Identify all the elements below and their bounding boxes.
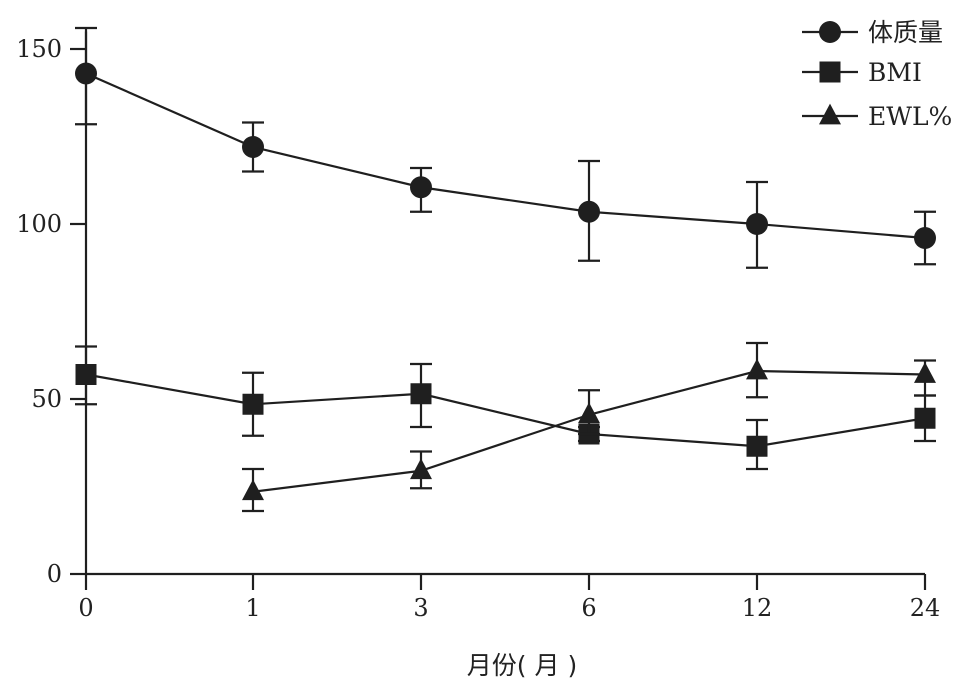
series-line — [85, 373, 926, 448]
data-point — [75, 364, 97, 385]
y-tick-label: 50 — [31, 385, 62, 413]
series-line — [85, 72, 926, 240]
data-point — [578, 402, 600, 424]
legend-marker — [819, 61, 841, 83]
data-point — [914, 227, 936, 249]
series-triangle — [242, 341, 936, 513]
data-point — [410, 383, 432, 405]
data-point — [242, 136, 264, 158]
y-tick-label: 0 — [47, 560, 62, 588]
series-circle — [75, 26, 936, 269]
x-tick-label: 3 — [413, 594, 428, 622]
x-tick-label: 24 — [910, 594, 941, 622]
legend-item: 体质量 — [802, 18, 943, 47]
legend-label: 体质量 — [868, 18, 943, 47]
data-point — [410, 176, 432, 199]
data-point — [746, 435, 768, 457]
legend-marker — [819, 103, 841, 125]
legend-marker — [819, 21, 841, 43]
data-point — [746, 213, 768, 235]
series-square — [75, 345, 936, 471]
x-tick-label: 6 — [581, 594, 596, 622]
data-point — [410, 458, 432, 480]
data-point — [242, 393, 264, 415]
x-tick-label: 12 — [742, 594, 773, 622]
data-point — [75, 62, 97, 85]
legend-item: EWL% — [802, 102, 952, 131]
data-point — [746, 358, 768, 380]
legend-label: BMI — [868, 58, 922, 87]
y-tick-label: 100 — [16, 210, 62, 238]
data-point — [914, 362, 936, 383]
x-axis-title: 月份( 月 ) — [467, 651, 577, 680]
legend-label: EWL% — [868, 102, 952, 131]
data-point — [242, 479, 264, 501]
x-tick-label: 0 — [78, 594, 93, 622]
legend: 体质量 BMI EWL% — [802, 18, 952, 131]
data-point — [914, 407, 936, 429]
series-layer — [75, 26, 936, 513]
data-point — [578, 200, 600, 223]
legend-item: BMI — [802, 58, 922, 87]
axes: 0 50 100 150 0 1 3 6 12 24 — [16, 31, 941, 622]
y-tick-label: 150 — [16, 35, 62, 63]
x-tick-label: 1 — [245, 594, 260, 622]
